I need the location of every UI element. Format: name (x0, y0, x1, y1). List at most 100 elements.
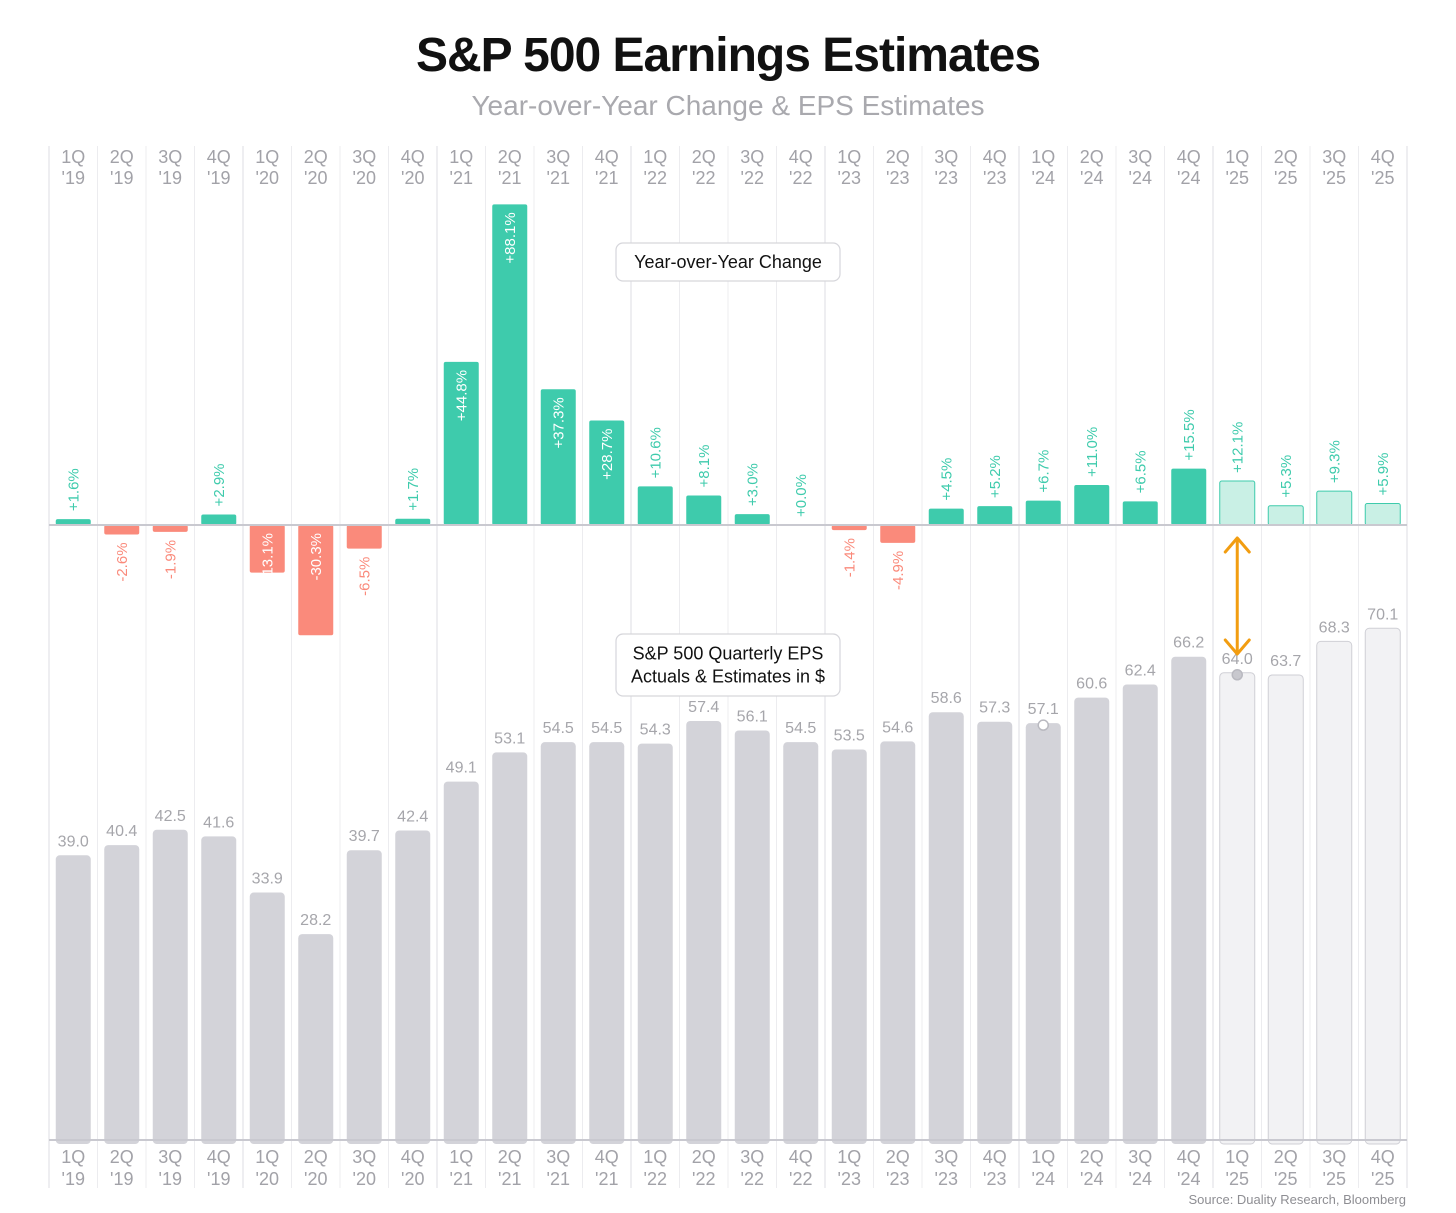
svg-text:-2.6%: -2.6% (114, 542, 131, 581)
yoy-value-label: +0.0% (793, 474, 810, 517)
eps-bar (1316, 640, 1353, 1145)
eps-value-label: 57.4 (688, 699, 719, 716)
tick-label-bottom: 4Q (1177, 1147, 1201, 1167)
yoy-value-label: +2.9% (211, 463, 228, 506)
tick-label-bottom: '25 (1323, 1169, 1346, 1189)
tick-label-bottom: '20 (256, 1169, 279, 1189)
yoy-bar (589, 420, 625, 525)
tick-label-top: 4Q (401, 147, 425, 167)
yoy-value-label: +88.1% (502, 212, 519, 263)
yoy-value-label: +3.0% (744, 463, 761, 506)
tick-label-top: 2Q (886, 147, 910, 167)
tick-label-bottom: 2Q (1274, 1147, 1298, 1167)
eps-value-label: 54.6 (882, 719, 913, 736)
annotation-text: S&P 500 Quarterly EPS (633, 644, 824, 664)
tick-label-bottom: '24 (1177, 1169, 1200, 1189)
yoy-value-label: +10.6% (647, 427, 664, 478)
eps-bar (1267, 674, 1304, 1145)
yoy-annotation: Year-over-Year Change (615, 242, 841, 282)
tick-label-top: '20 (401, 168, 424, 188)
svg-text:+5.9%: +5.9% (1375, 453, 1392, 496)
tick-label-bottom: '23 (838, 1169, 861, 1189)
eps-bar (1074, 697, 1110, 1144)
tick-label-bottom: 2Q (886, 1147, 910, 1167)
yoy-value-label: +4.5% (938, 458, 955, 501)
yoy-value-label: +1.6% (65, 468, 82, 511)
svg-text:+10.6%: +10.6% (647, 427, 664, 478)
yoy-bar (1122, 501, 1158, 525)
yoy-value-label: +1.7% (405, 468, 422, 511)
tick-label-bottom: '19 (207, 1169, 230, 1189)
tick-label-top: 4Q (595, 147, 619, 167)
marker-dot (1231, 669, 1243, 681)
tick-label-top: 1Q (255, 147, 279, 167)
tick-label-bottom: 1Q (449, 1147, 473, 1167)
yoy-bar (152, 525, 188, 532)
tick-label-top: '22 (692, 168, 715, 188)
tick-label-top: 4Q (1371, 147, 1395, 167)
tick-label-bottom: '19 (159, 1169, 182, 1189)
tick-label-bottom: '22 (644, 1169, 667, 1189)
tick-label-bottom: 1Q (1031, 1147, 1055, 1167)
tick-label-bottom: 1Q (837, 1147, 861, 1167)
tick-label-bottom: '23 (886, 1169, 909, 1189)
svg-text:+0.0%: +0.0% (793, 474, 810, 517)
svg-text:-1.4%: -1.4% (841, 538, 858, 577)
eps-bar (201, 836, 237, 1144)
tick-label-top: '21 (450, 168, 473, 188)
tick-label-bottom: 2Q (304, 1147, 328, 1167)
tick-label-bottom: 2Q (692, 1147, 716, 1167)
tick-label-bottom: 3Q (1128, 1147, 1152, 1167)
tick-label-bottom: '21 (450, 1169, 473, 1189)
eps-bar (977, 721, 1013, 1144)
tick-label-top: '23 (983, 168, 1006, 188)
svg-text:+5.2%: +5.2% (987, 455, 1004, 498)
svg-text:+1.6%: +1.6% (65, 468, 82, 511)
grid-lines (48, 146, 1408, 1188)
arrow-head-down (1223, 638, 1251, 656)
tick-label-bottom: 2Q (498, 1147, 522, 1167)
tick-label-top: '25 (1371, 168, 1394, 188)
eps-bars: 39.0 40.4 42.5 41.6 33.9 28.2 39.7 42.4 49.1 53.1… (55, 606, 1401, 1145)
tick-label-top: 2Q (110, 147, 134, 167)
yoy-value-label: -2.6% (114, 542, 131, 581)
yoy-bar (55, 519, 91, 525)
tick-label-top: '25 (1323, 168, 1346, 188)
yoy-bar (831, 525, 867, 531)
eps-value-label: 56.1 (737, 708, 768, 725)
eps-bar (831, 749, 867, 1144)
yoy-value-label: +6.5% (1132, 450, 1149, 493)
tick-label-bottom: '21 (498, 1169, 521, 1189)
tick-label-top: 2Q (1080, 147, 1104, 167)
tick-label-top: '21 (498, 168, 521, 188)
svg-text:+6.7%: +6.7% (1035, 450, 1052, 493)
tick-label-bottom: '19 (110, 1169, 133, 1189)
yoy-value-label: +5.2% (987, 455, 1004, 498)
tick-label-bottom: 3Q (158, 1147, 182, 1167)
yoy-bar (443, 361, 479, 525)
yoy-value-label: -4.9% (890, 551, 907, 590)
yoy-value-label: -13.1% (259, 533, 276, 581)
tick-label-top: '25 (1274, 168, 1297, 188)
yoy-value-label: -6.5% (356, 557, 373, 596)
tick-label-top: 1Q (1225, 147, 1249, 167)
tick-label-top: 3Q (1128, 147, 1152, 167)
yoy-bar (104, 525, 140, 535)
yoy-bar (637, 486, 673, 525)
tick-label-bottom: '20 (353, 1169, 376, 1189)
svg-text:+6.5%: +6.5% (1132, 450, 1149, 493)
tick-label-top: '24 (1129, 168, 1152, 188)
tick-label-top: '21 (595, 168, 618, 188)
yoy-bar (734, 514, 770, 525)
tick-label-bottom: '20 (401, 1169, 424, 1189)
tick-label-bottom: 4Q (983, 1147, 1007, 1167)
tick-label-bottom: 3Q (934, 1147, 958, 1167)
svg-text:-1.9%: -1.9% (162, 540, 179, 579)
tick-label-bottom: 1Q (643, 1147, 667, 1167)
tick-label-bottom: '19 (62, 1169, 85, 1189)
tick-label-top: '19 (207, 168, 230, 188)
eps-value-label: 33.9 (252, 871, 283, 888)
tick-label-top: 4Q (1177, 147, 1201, 167)
eps-bar (880, 741, 916, 1144)
eps-value-label: 62.4 (1125, 662, 1156, 679)
